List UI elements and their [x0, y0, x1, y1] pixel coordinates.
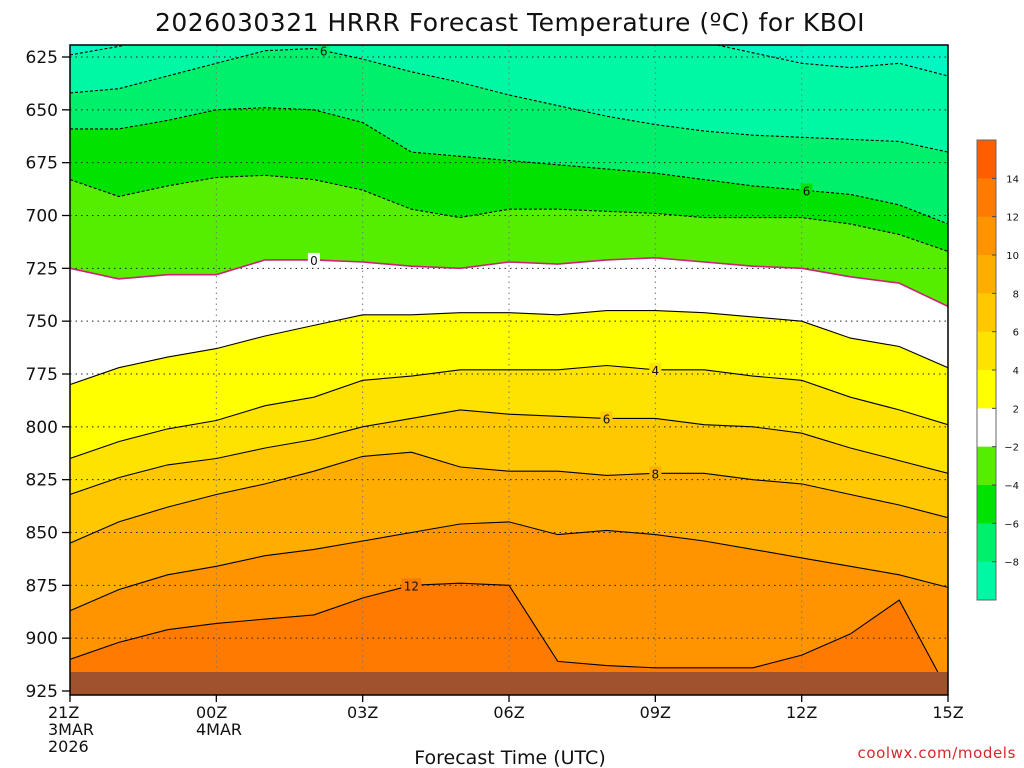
- contour-line-m2: [70, 174, 948, 252]
- contour-label-m4: 6: [803, 185, 811, 199]
- x-tick-label: 3MAR: [48, 720, 94, 739]
- colorbar-tick-label: −4: [1004, 481, 1019, 492]
- x-tick-label: 4MAR: [196, 720, 242, 739]
- colorbar-bin: [977, 446, 996, 486]
- contour-lines: [70, 45, 948, 692]
- x-tick-label: 15Z: [932, 703, 963, 722]
- colorbar-tick-label: −8: [1004, 558, 1019, 569]
- x-tick-label: 03Z: [347, 703, 378, 722]
- colorbar-tick-label: 8: [1013, 289, 1019, 300]
- y-tick-label: 850: [26, 524, 58, 544]
- colorbar-tick-label: −6: [1004, 519, 1019, 530]
- x-tick-label: 06Z: [493, 703, 524, 722]
- y-tick-label: 750: [26, 312, 58, 332]
- contour-labels: 6 6 0 4 6 8 12: [307, 45, 813, 593]
- colorbar-bin: [977, 293, 996, 333]
- colorbar-bin: [977, 408, 996, 448]
- colorbar-bin: [977, 331, 996, 371]
- temperature-fills: [70, 45, 948, 695]
- colorbar-tick-label: 14: [1006, 174, 1019, 185]
- contour-line-10: [70, 521, 948, 612]
- colorbar-bin: [977, 370, 996, 409]
- x-tick-label: 21Z: [48, 703, 79, 722]
- y-tick-label: 875: [26, 576, 58, 596]
- x-tick-label: 2026: [48, 737, 89, 756]
- colorbar-bin: [977, 523, 996, 563]
- colorbar-bin: [977, 255, 996, 294]
- plot-area: 6 6 0 4 6 8 12: [70, 45, 948, 695]
- contour-label-bg: [401, 578, 422, 592]
- contour-line-4: [70, 364, 948, 460]
- colorbar-bin: [977, 485, 996, 524]
- contour-label-bg: [600, 411, 613, 425]
- y-tick-label: 700: [26, 207, 58, 227]
- y-tick-label: 800: [26, 418, 58, 438]
- colorbar: 14 12 10 8 6 4 2 −2 −4 −6 −8: [976, 139, 1019, 601]
- colorbar-bin: [977, 140, 996, 179]
- colorbar-tick-label: 2: [1013, 404, 1019, 415]
- x-tick-label: 12Z: [786, 703, 817, 722]
- y-tick-label: 675: [26, 154, 58, 174]
- contour-label-bg: [800, 183, 813, 197]
- contour-line-2: [70, 310, 948, 386]
- contour-label-bg: [649, 362, 662, 376]
- y-tick-label: 650: [26, 101, 58, 121]
- contour-label-bg: [649, 466, 662, 480]
- y-tick-label: 825: [26, 471, 58, 491]
- x-tick-label: 09Z: [640, 703, 671, 722]
- y-tick-label: 775: [26, 365, 58, 385]
- contour-label-bg: [307, 252, 320, 266]
- colorbar-tick-label: 10: [1006, 251, 1019, 262]
- contour-line-m6: [70, 47, 948, 153]
- contour-label-6: 6: [603, 412, 611, 426]
- contour-line-6: [70, 409, 948, 496]
- fill-band-top: [70, 45, 948, 76]
- colorbar-tick-label: 6: [1013, 328, 1019, 339]
- y-axis: 625 650 675 700 725 750 775 800 825 850 875 900 925: [26, 48, 70, 702]
- contour-line-m8: [70, 45, 948, 77]
- colorbar-tick-label: −2: [1004, 443, 1019, 454]
- x-axis-label: Forecast Time (UTC): [414, 747, 605, 768]
- contour-line-8: [70, 451, 948, 544]
- contour-label-4: 4: [652, 364, 660, 378]
- y-tick-label: 900: [26, 629, 58, 649]
- contour-label-bg: [317, 45, 330, 57]
- colorbar-tick-label: 12: [1006, 213, 1019, 224]
- contour-label-8: 8: [652, 467, 660, 481]
- chart-title: 2026030321 HRRR Forecast Temperature (ºC…: [155, 8, 865, 37]
- y-tick-label: 625: [26, 48, 58, 68]
- ground-surface: [70, 671, 948, 695]
- colorbar-bin: [977, 561, 996, 601]
- credit-text: coolwx.com/models: [858, 744, 1017, 762]
- contour-label-12: 12: [404, 579, 419, 593]
- contour-label-m6: 6: [320, 45, 328, 59]
- y-tick-label: 925: [26, 682, 58, 702]
- contour-label-0: 0: [310, 254, 318, 268]
- colorbar-bin: [977, 216, 996, 256]
- contour-line-0: [70, 256, 948, 308]
- y-tick-label: 725: [26, 259, 58, 279]
- x-tick-label: 00Z: [196, 703, 227, 722]
- contour-line-12: [70, 582, 948, 692]
- colorbar-bin: [977, 178, 996, 218]
- colorbar-tick-label: 4: [1013, 366, 1019, 377]
